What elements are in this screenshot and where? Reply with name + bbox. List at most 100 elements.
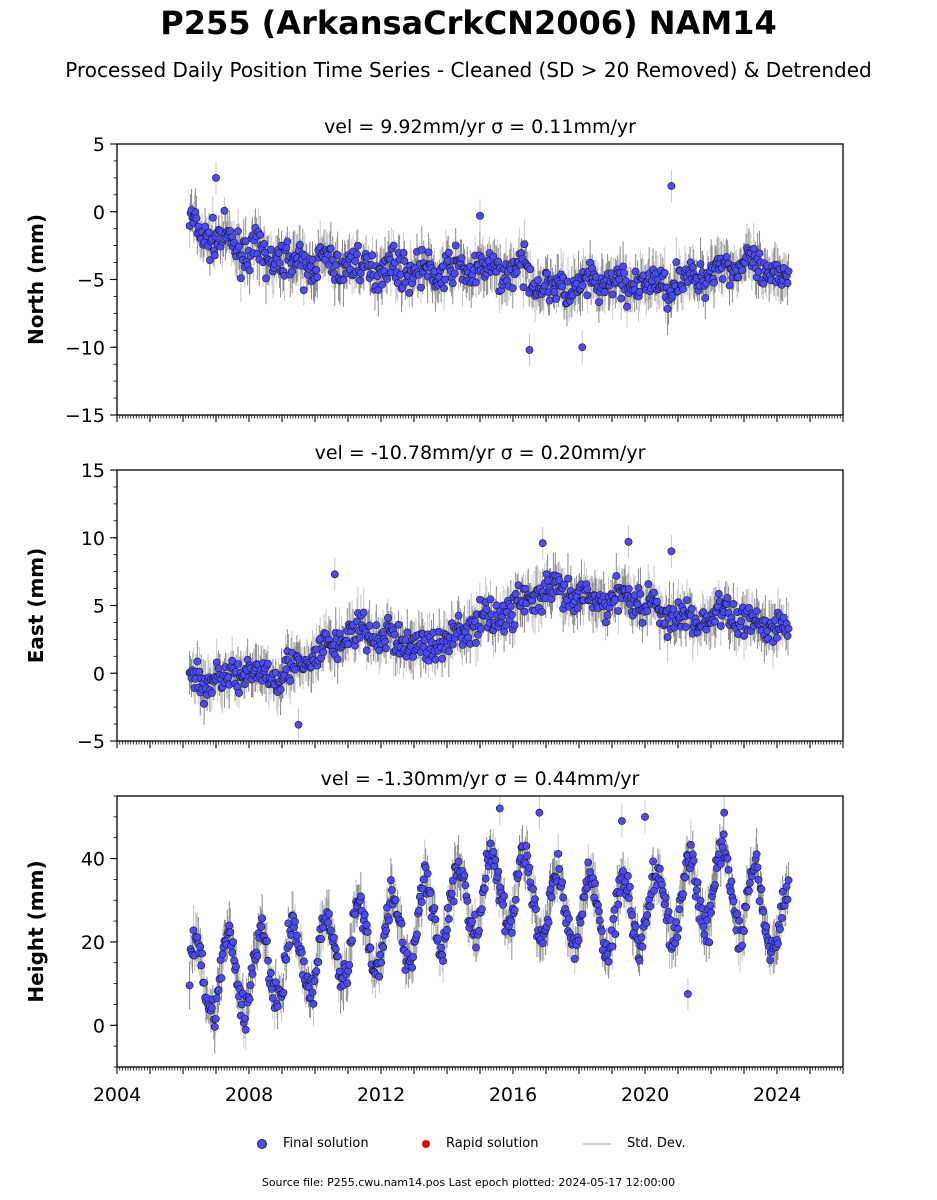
final-solution-point (692, 886, 701, 895)
final-solution-point (441, 275, 449, 284)
final-solution-point (734, 273, 743, 282)
final-solution-point (650, 588, 658, 597)
final-solution-point (558, 878, 567, 887)
final-solution-point (210, 1022, 219, 1031)
final-solution-point (619, 867, 627, 876)
panel-0: −15 −10 −5 0 5 vel = 9.92mm/yr σ = 0.11mm/yr N… (24, 116, 844, 427)
outlier-point (212, 173, 220, 182)
final-solution-point (636, 590, 645, 598)
final-solution-point (740, 927, 748, 935)
final-solution-point (454, 857, 463, 866)
final-solution-point (681, 873, 689, 882)
final-solution-point (253, 951, 262, 960)
final-solution-point (454, 611, 463, 620)
final-solution-point (245, 995, 254, 1004)
final-solution-point (604, 957, 613, 966)
legend-std: Std. Dev. (583, 1136, 686, 1151)
final-solution-point (608, 942, 617, 951)
final-solution-point (430, 904, 439, 912)
final-solution-point (738, 266, 747, 275)
final-solution-point (232, 962, 240, 971)
outlier-point (476, 211, 484, 220)
final-solution-point (738, 941, 747, 950)
final-solution-point (653, 597, 661, 606)
final-solution-point (355, 276, 364, 285)
final-solution-point (614, 607, 623, 615)
outlier-point (641, 812, 649, 821)
final-solution-point (266, 245, 275, 254)
final-solution-point (389, 241, 398, 250)
final-solution-point (783, 631, 792, 640)
final-solution-point (578, 281, 587, 290)
final-solution-point (374, 286, 383, 295)
final-solution-point (413, 930, 421, 939)
final-solution-point (754, 875, 763, 884)
outlier-point (720, 808, 729, 817)
y-tick-label: 40 (81, 849, 105, 871)
final-solution-point (625, 882, 634, 891)
final-solution-point (538, 939, 547, 948)
final-solution-point (543, 576, 552, 585)
final-solution-point (762, 922, 771, 931)
final-solution-point (345, 961, 354, 969)
final-solution-point (699, 922, 708, 931)
final-solution-point (580, 893, 589, 902)
final-solution-point (620, 269, 628, 277)
final-solution-point (673, 933, 682, 942)
final-solution-point (591, 879, 599, 888)
outlier-point (495, 804, 504, 813)
final-solution-point (333, 952, 342, 961)
final-solution-point (521, 584, 530, 593)
final-solution-point (480, 885, 489, 893)
final-solution-point (212, 994, 221, 1003)
final-solution-point (443, 926, 451, 934)
final-solution-point (705, 938, 714, 947)
final-solution-point (735, 916, 744, 925)
final-solution-point (627, 911, 636, 920)
final-solution-point (197, 961, 206, 970)
final-solution-point (208, 213, 217, 222)
y-tick-label: −5 (77, 270, 105, 292)
final-solution-point (649, 857, 657, 866)
final-solution-point (297, 948, 306, 957)
final-solution-point (200, 699, 209, 708)
final-solution-point (329, 933, 338, 942)
x-tick-label: 2004 (93, 1084, 141, 1106)
final-solution-point (693, 878, 702, 887)
final-solution-point (755, 249, 764, 258)
final-solution-point (405, 289, 414, 297)
final-solution-point (646, 902, 655, 911)
final-solution-point (391, 896, 400, 904)
final-solution-point (382, 644, 390, 653)
final-solution-point (550, 288, 559, 296)
final-solution-point (195, 667, 204, 676)
final-solution-point (519, 283, 528, 292)
final-solution-point (755, 897, 764, 906)
final-solution-point (523, 851, 532, 860)
final-solution-point (382, 926, 390, 935)
outlier-point (578, 343, 587, 352)
final-solution-point (375, 972, 384, 981)
y-axis-label: Height (mm) (24, 860, 48, 1002)
final-solution-point (448, 640, 457, 649)
final-solution-point (737, 617, 746, 626)
outlier-point (684, 990, 692, 998)
final-solution-point (224, 673, 233, 682)
final-solution-point (542, 570, 551, 579)
final-solution-point (200, 978, 209, 987)
final-solution-point (312, 967, 321, 976)
final-solution-point (729, 897, 738, 906)
final-solution-point (617, 294, 626, 303)
final-solution-point (390, 630, 399, 639)
final-solution-point (502, 621, 510, 630)
final-solution-point (417, 898, 426, 907)
final-solution-point (784, 267, 793, 276)
final-solution-point (486, 595, 495, 604)
outlier-point (294, 720, 303, 729)
final-solution-point (476, 624, 485, 633)
final-solution-point (438, 654, 447, 663)
final-solution-point (570, 955, 579, 963)
final-solution-point (506, 917, 515, 926)
final-solution-point (207, 1004, 216, 1012)
outlier-point (535, 808, 544, 817)
